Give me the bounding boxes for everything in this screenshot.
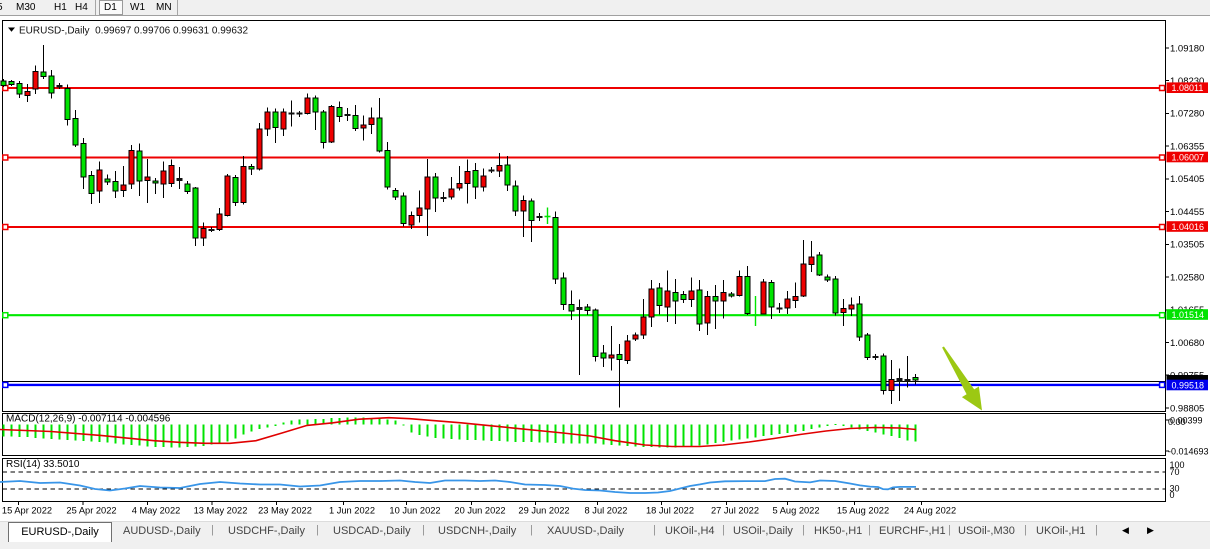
svg-text:24 Aug 2022: 24 Aug 2022 <box>904 506 956 516</box>
svg-text:5 Aug 2022: 5 Aug 2022 <box>772 506 819 516</box>
svg-text:23 May 2022: 23 May 2022 <box>258 506 312 516</box>
svg-text:1.05405: 1.05405 <box>1170 174 1204 185</box>
svg-text:10 Jun 2022: 10 Jun 2022 <box>389 506 440 516</box>
svg-text:0.99518: 0.99518 <box>1172 380 1205 390</box>
svg-text:0.00: 0.00 <box>1168 417 1186 427</box>
svg-text:70: 70 <box>1170 467 1180 477</box>
svg-text:29 Jun 2022: 29 Jun 2022 <box>518 506 569 516</box>
svg-text:20 Jun 2022: 20 Jun 2022 <box>454 506 505 516</box>
svg-text:1.07280: 1.07280 <box>1170 109 1204 120</box>
svg-text:1.04455: 1.04455 <box>1170 207 1204 218</box>
svg-text:1.02580: 1.02580 <box>1170 272 1204 283</box>
svg-text:0: 0 <box>1170 490 1175 500</box>
svg-text:1.08011: 1.08011 <box>1172 83 1204 93</box>
svg-text:1.00680: 1.00680 <box>1170 338 1204 349</box>
svg-text:27 Jul 2022: 27 Jul 2022 <box>711 506 759 516</box>
svg-text:1.09180: 1.09180 <box>1170 43 1204 54</box>
svg-text:EURUSD-,Daily 0.99697 0.99706: EURUSD-,Daily 0.99697 0.99706 0.99631 0.… <box>19 26 248 37</box>
svg-text:MACD(12,26,9) -0.007114 -0.004: MACD(12,26,9) -0.007114 -0.004596 <box>6 414 171 425</box>
svg-text:1.06007: 1.06007 <box>1172 152 1205 162</box>
svg-text:1.08230: 1.08230 <box>1170 76 1204 87</box>
svg-text:8 Jul 2022: 8 Jul 2022 <box>585 506 628 516</box>
svg-text:4 May 2022: 4 May 2022 <box>132 506 181 516</box>
svg-text:15 Aug 2022: 15 Aug 2022 <box>837 506 889 516</box>
svg-text:18 Jul 2022: 18 Jul 2022 <box>646 506 694 516</box>
svg-text:1.03505: 1.03505 <box>1170 240 1204 251</box>
svg-text:1.06355: 1.06355 <box>1170 142 1204 153</box>
svg-text:13 May 2022: 13 May 2022 <box>194 506 248 516</box>
svg-text:0.98805: 0.98805 <box>1170 403 1204 414</box>
svg-text:25 Apr 2022: 25 Apr 2022 <box>66 506 116 516</box>
svg-text:1 Jun 2022: 1 Jun 2022 <box>329 506 375 516</box>
svg-text:30: 30 <box>1170 484 1180 494</box>
svg-text:-0.014693: -0.014693 <box>1168 446 1209 456</box>
svg-text:15 Apr 2022: 15 Apr 2022 <box>2 506 52 516</box>
svg-text:RSI(14) 33.5010: RSI(14) 33.5010 <box>6 459 80 470</box>
svg-text:0.00399: 0.00399 <box>1170 415 1203 425</box>
svg-text:100: 100 <box>1170 460 1185 470</box>
svg-text:1.01514: 1.01514 <box>1172 310 1205 320</box>
svg-text:1.04016: 1.04016 <box>1172 222 1205 232</box>
